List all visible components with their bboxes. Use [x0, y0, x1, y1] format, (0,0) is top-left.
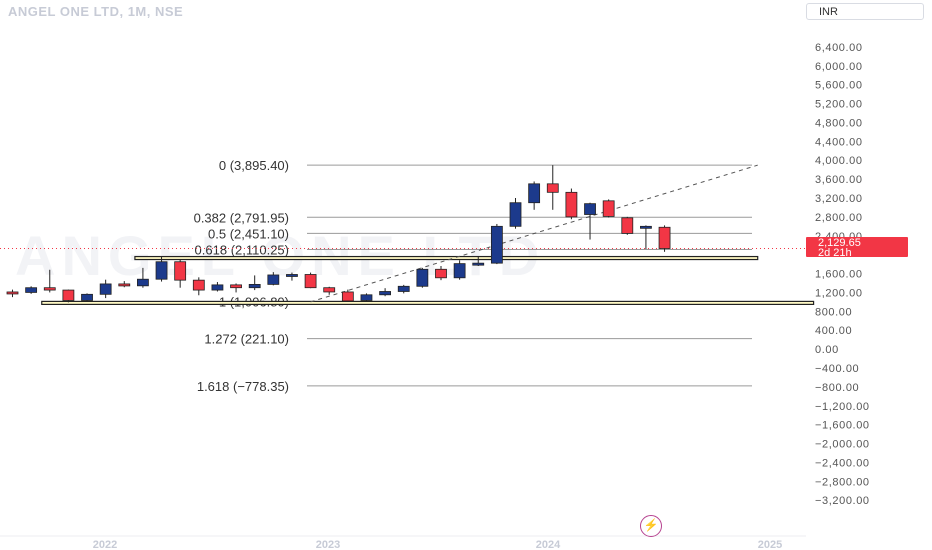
candle-down	[304, 274, 317, 289]
candle-up	[416, 268, 429, 287]
y-axis-tick-label: 400.00	[815, 325, 852, 337]
y-axis-tick-label: 2,800.00	[815, 212, 863, 224]
y-axis-tick-label: −2,800.00	[815, 476, 870, 488]
x-axis-tick-label: 2024	[536, 539, 561, 550]
x-axis-tick-label: 2023	[316, 539, 340, 550]
candle-up	[248, 284, 261, 289]
candle-up	[490, 225, 503, 264]
y-axis-tick-label: −400.00	[815, 363, 859, 375]
fib-level-label: 0.382 (2,791.95)	[194, 210, 289, 225]
candle-down	[43, 287, 56, 291]
y-axis-tick-label: 4,400.00	[815, 136, 863, 148]
y-axis-tick-label: 4,000.00	[815, 155, 863, 167]
y-axis-tick-label: 3,200.00	[815, 193, 863, 205]
candle-up	[584, 203, 596, 215]
candle-up	[379, 291, 392, 296]
candle-up	[472, 262, 485, 266]
candle-up	[155, 261, 168, 280]
support-zone	[41, 300, 815, 306]
currency-selector[interactable]: INR	[806, 3, 924, 20]
candle-down	[6, 291, 19, 295]
candle-down	[546, 183, 559, 193]
candle-down	[230, 284, 242, 289]
y-axis-tick-label: −1,200.00	[815, 401, 870, 413]
y-axis-tick-label: 6,000.00	[815, 61, 863, 73]
candle-up	[81, 293, 93, 301]
candle-down	[62, 289, 75, 301]
candle-up	[528, 183, 541, 204]
y-axis-tick-label: −2,000.00	[815, 439, 870, 451]
candle-up	[99, 283, 112, 295]
candle-up	[397, 285, 410, 292]
candle-up	[286, 274, 298, 277]
x-axis-tick-label: 2022	[93, 539, 117, 550]
fib-level-label: 0.618 (2,110.25)	[195, 242, 289, 257]
candle-down	[602, 200, 615, 217]
candle-down	[118, 283, 131, 287]
y-axis-tick-label: 5,600.00	[815, 80, 863, 92]
candle-down	[192, 279, 205, 291]
candle-up	[640, 225, 652, 229]
candle-down	[435, 268, 447, 279]
candle-down	[323, 287, 336, 293]
fib-level-label: 0.5 (2,451.10)	[208, 226, 289, 241]
fib-level-label: 1.618 (−778.35)	[197, 379, 289, 394]
x-axis-tick-label: 2025	[758, 539, 782, 550]
y-axis-tick-label: 1,600.00	[815, 269, 863, 281]
y-axis-tick-label: 4,800.00	[815, 117, 863, 129]
y-axis-tick-label: 6,400.00	[815, 42, 863, 54]
y-axis-tick-label: −3,200.00	[815, 495, 870, 507]
trend-line	[310, 164, 758, 303]
candle-down	[658, 226, 671, 249]
last-price-countdown: 2d 21h	[818, 247, 852, 259]
y-axis-tick-label: 0.00	[815, 344, 839, 356]
resistance-zone	[134, 255, 759, 261]
candle-down	[621, 217, 634, 234]
flash-icon[interactable]: ⚡	[640, 515, 662, 537]
fib-level-label: 1.272 (221.10)	[204, 332, 289, 347]
candle-up	[453, 263, 466, 279]
candle-up	[360, 294, 373, 301]
last-price-label: 2,129.65 2d 21h	[806, 237, 908, 259]
y-axis-tick-label: 5,200.00	[815, 99, 863, 111]
candle-down	[174, 261, 187, 281]
candle-up	[211, 284, 224, 291]
last-price-value: 2,129.65	[818, 237, 861, 249]
candle-up	[509, 202, 522, 227]
candle-up	[137, 278, 149, 287]
candle-up	[267, 274, 280, 285]
candle-down	[341, 291, 354, 302]
y-axis-tick-label: 1,200.00	[815, 287, 863, 299]
y-axis-tick-label: −2,400.00	[815, 457, 870, 469]
y-axis-tick-label: 3,600.00	[815, 174, 863, 186]
chart-title: ANGEL ONE LTD, 1M, NSE	[8, 4, 184, 19]
y-axis-tick-label: −800.00	[815, 382, 859, 394]
fib-level-label: 0 (3,895.40)	[219, 158, 289, 173]
y-axis-tick-label: 800.00	[815, 306, 852, 318]
candle-down	[565, 191, 578, 218]
candle-up	[25, 287, 38, 293]
y-axis-tick-label: −1,600.00	[815, 420, 870, 432]
